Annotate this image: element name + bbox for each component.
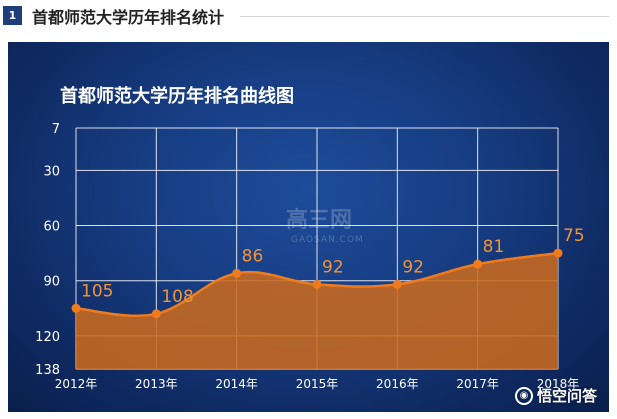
data-point [151,309,161,319]
chart-panel: 高三网 GAOSAN.COM 首都师范大学历年排名曲线图 7 30 60 90 120 1… [8,42,609,412]
data-point [312,279,322,289]
y-tick-label: 120 [35,330,60,345]
x-tick-label: 2016年 [376,377,419,391]
data-label: 92 [322,257,344,277]
watermark-text: 高三网 [286,208,353,233]
watermark-subtext: GAOSAN.COM [291,235,364,245]
data-point [553,248,563,258]
data-point [232,268,242,278]
area-fill [76,253,558,369]
data-label: 86 [242,246,264,266]
section-number: 1 [3,6,22,25]
data-label: 92 [402,257,424,277]
y-tick-label: 7 [52,122,60,137]
data-point [473,259,483,269]
section-divider [240,16,609,17]
y-tick-label: 30 [43,164,60,179]
data-label: 81 [483,237,505,257]
x-tick-label: 2015年 [296,377,339,391]
data-label: 75 [563,226,585,246]
x-tick-label: 2012年 [55,377,98,391]
data-point [71,303,81,313]
section-title: 首都师范大学历年排名统计 [32,8,225,27]
x-tick-label: 2014年 [215,377,258,391]
y-tick-label: 90 [43,275,60,290]
chart-title: 首都师范大学历年排名曲线图 [60,86,294,107]
section-header: 1 首都师范大学历年排名统计 [0,0,617,34]
data-point [392,279,402,289]
footer-brand-label: 悟空问答 [536,387,597,405]
x-tick-label: 2017年 [456,377,499,391]
y-tick-label: 60 [43,220,60,235]
data-label: 105 [81,281,113,301]
footer-brand: ◉ 悟空问答 [514,385,597,406]
x-tick-label: 2013年 [135,377,178,391]
brand-logo-icon: ◉ [514,386,533,405]
data-label: 108 [161,287,193,307]
rank-chart: 7 30 60 90 120 138 105 108 86 92 92 81 75 2012年 2013年 2… [35,122,585,391]
x-tick-label: 2018年 [537,377,580,391]
y-tick-label: 138 [35,363,60,378]
